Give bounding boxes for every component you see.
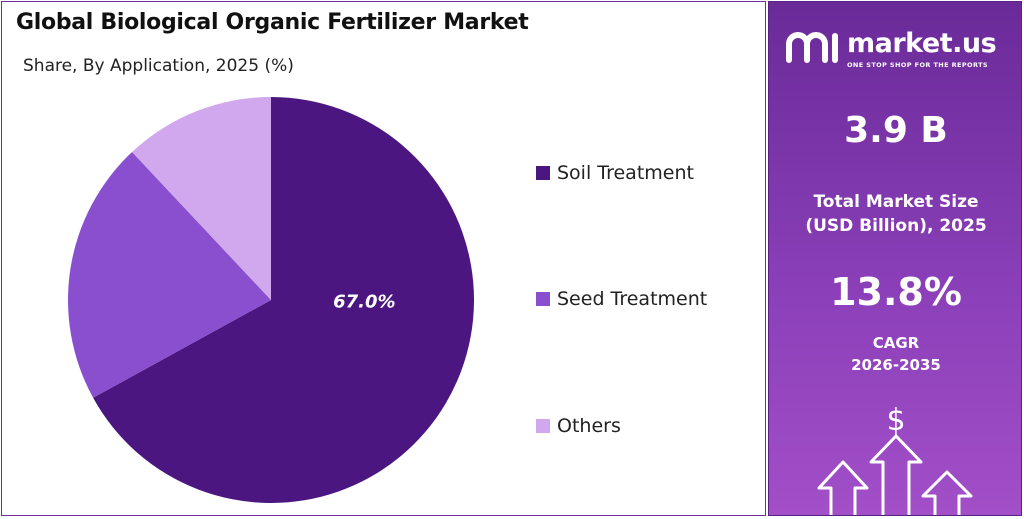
legend-swatch <box>536 166 550 180</box>
legend-label: Soil Treatment <box>557 162 694 184</box>
cagr-label-line1: CAGR <box>872 334 920 352</box>
cagr-label: CAGR 2026-2035 <box>769 332 1021 376</box>
pie-chart: 67.0% <box>68 97 475 503</box>
brand-name: market.us <box>847 28 997 59</box>
chart-panel: Global Biological Organic Fertilizer Mar… <box>1 1 766 516</box>
pie-slice-seed-treatment <box>68 152 271 398</box>
chart-title: Global Biological Organic Fertilizer Mar… <box>16 10 529 35</box>
legend-item-soil-treatment: Soil Treatment <box>536 161 694 185</box>
legend-swatch <box>536 292 550 306</box>
brand-tagline: ONE STOP SHOP FOR THE REPORTS <box>847 61 988 69</box>
legend-swatch <box>536 419 550 433</box>
brand-logo: market.us ONE STOP SHOP FOR THE REPORTS <box>785 28 1009 69</box>
data-label-soil-treatment: 67.0% <box>333 292 395 313</box>
cagr-value: 13.8% <box>830 270 962 314</box>
legend-item-seed-treatment: Seed Treatment <box>536 287 707 311</box>
dollar-icon: $ <box>886 403 905 438</box>
market-us-logo-icon <box>786 32 838 63</box>
market-size-label-line1: Total Market Size <box>813 192 979 212</box>
cagr-label-line2: 2026-2035 <box>851 356 941 374</box>
stats-panel: market.us ONE STOP SHOP FOR THE REPORTS … <box>768 1 1022 516</box>
legend-item-others: Others <box>536 414 621 438</box>
market-size-value: 3.9 B <box>844 110 948 151</box>
growth-arrows-icon: $ <box>817 403 973 515</box>
market-size-label: Total Market Size (USD Billion), 2025 <box>769 190 1021 238</box>
chart-subtitle: Share, By Application, 2025 (%) <box>23 56 294 76</box>
pie-slice-soil-treatment <box>93 97 475 503</box>
pie-slice-others <box>132 97 271 300</box>
legend-label: Others <box>557 415 621 437</box>
market-size-label-line2: (USD Billion), 2025 <box>805 216 987 236</box>
legend-label: Seed Treatment <box>557 288 708 310</box>
